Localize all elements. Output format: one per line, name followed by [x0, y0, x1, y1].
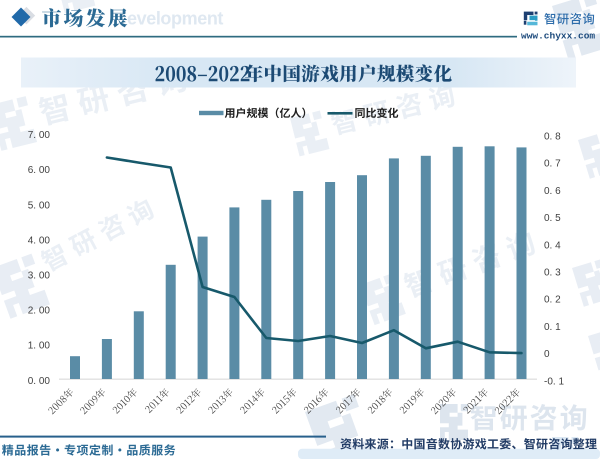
svg-text:2. 00: 2. 00	[28, 306, 51, 317]
svg-text:evelopment: evelopment	[127, 9, 223, 29]
svg-text:-0. 1: -0. 1	[544, 376, 564, 387]
svg-text:0. 5: 0. 5	[544, 213, 561, 224]
svg-text:www.chyxx.com: www.chyxx.com	[521, 31, 595, 42]
svg-text:0. 8: 0. 8	[544, 132, 561, 143]
svg-text:3. 00: 3. 00	[28, 271, 51, 282]
svg-text:0. 3: 0. 3	[544, 268, 561, 279]
svg-text:0. 4: 0. 4	[544, 240, 561, 251]
svg-text:0: 0	[544, 349, 550, 360]
svg-text:0. 1: 0. 1	[544, 322, 561, 333]
svg-text:0. 6: 0. 6	[544, 186, 561, 197]
svg-text:4. 00: 4. 00	[28, 235, 51, 246]
svg-text:5. 00: 5. 00	[28, 200, 51, 211]
svg-text:0. 00: 0. 00	[28, 376, 51, 387]
svg-text:6. 00: 6. 00	[28, 165, 51, 176]
svg-text:0. 7: 0. 7	[544, 159, 561, 170]
svg-text:1. 00: 1. 00	[28, 341, 51, 352]
svg-text:0. 2: 0. 2	[544, 295, 561, 306]
svg-text:7. 00: 7. 00	[28, 130, 51, 141]
